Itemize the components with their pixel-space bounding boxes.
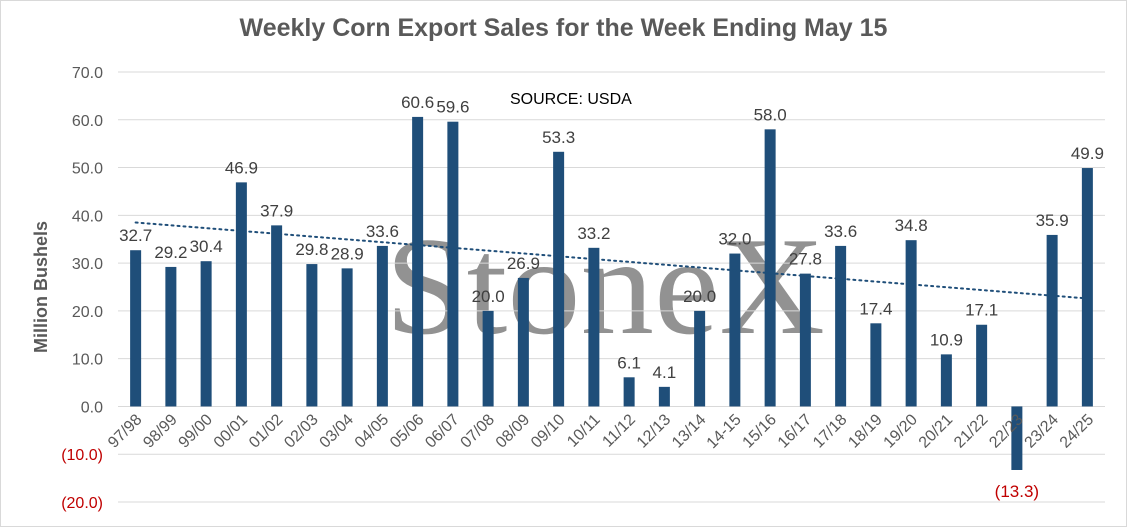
x-tick-label: 11/12 <box>599 411 639 451</box>
bar <box>517 277 529 407</box>
bar <box>200 261 212 407</box>
x-tick-label: 08/09 <box>493 411 533 451</box>
bar <box>1011 406 1023 470</box>
data-label: 29.2 <box>154 243 187 262</box>
y-tick-label: 40.0 <box>72 208 103 225</box>
x-tick-label: 06/07 <box>422 411 462 451</box>
x-tick-label: 99/00 <box>176 411 216 451</box>
bar <box>412 116 424 407</box>
data-label: 20.0 <box>472 287 505 306</box>
data-label: 33.6 <box>824 222 857 241</box>
data-label: 37.9 <box>260 201 293 220</box>
bar <box>940 354 952 407</box>
bar <box>447 121 459 407</box>
x-tick-label: 97/98 <box>105 411 145 451</box>
data-label: 29.8 <box>295 240 328 259</box>
data-label: 26.9 <box>507 254 540 273</box>
x-tick-label: 00/01 <box>211 411 251 451</box>
y-tick-label: 20.0 <box>72 304 103 321</box>
x-tick-label: 14-15 <box>704 411 745 452</box>
y-tick-label: 60.0 <box>72 113 103 130</box>
bar <box>623 377 635 407</box>
data-label: 58.0 <box>754 105 787 124</box>
bar <box>341 268 353 407</box>
x-tick-label: 12/13 <box>634 411 674 451</box>
bar <box>976 324 988 407</box>
data-label: 20.0 <box>683 287 716 306</box>
bar <box>553 151 565 407</box>
x-tick-label: 07/08 <box>458 411 498 451</box>
bar <box>1081 168 1093 407</box>
data-label: 4.1 <box>653 363 677 382</box>
chart-title: Weekly Corn Export Sales for the Week En… <box>239 14 888 42</box>
bar <box>376 245 388 407</box>
bar <box>870 323 882 407</box>
x-tick-label: 02/03 <box>281 411 321 451</box>
bar <box>658 386 670 407</box>
bar <box>694 310 706 407</box>
x-tick-label: 17/18 <box>810 411 850 451</box>
data-label: 35.9 <box>1036 211 1069 230</box>
data-label: 46.9 <box>225 158 258 177</box>
data-label: 49.9 <box>1071 144 1104 163</box>
data-label: 59.6 <box>436 98 469 117</box>
bar <box>165 266 177 407</box>
x-tick-label: 01/02 <box>246 411 286 451</box>
x-tick-label: 20/21 <box>916 411 956 451</box>
y-tick-label: 50.0 <box>72 161 103 178</box>
bar <box>130 250 142 407</box>
x-tick-label: 98/99 <box>140 411 180 451</box>
x-tick-label: 24/25 <box>1057 411 1097 451</box>
data-label: 30.4 <box>190 237 223 256</box>
data-label: 28.9 <box>331 244 364 263</box>
data-label: 60.6 <box>401 93 434 112</box>
x-tick-label: 10/11 <box>564 411 604 451</box>
y-tick-label: 10.0 <box>72 352 103 369</box>
x-tick-label: 04/05 <box>352 411 392 451</box>
data-label: 34.8 <box>895 216 928 235</box>
data-label: 33.2 <box>577 224 610 243</box>
data-label: 10.9 <box>930 330 963 349</box>
x-tick-label: 09/10 <box>528 411 568 451</box>
bar <box>835 245 847 407</box>
bar <box>729 253 741 407</box>
data-label: 17.1 <box>965 301 998 320</box>
x-tick-label: 16/17 <box>775 411 815 451</box>
bar <box>799 273 811 407</box>
x-tick-label: 19/20 <box>881 411 921 451</box>
bar <box>482 310 494 407</box>
y-tick-label: (10.0) <box>61 447 103 464</box>
y-tick-label: (20.0) <box>61 495 103 512</box>
data-label: 17.4 <box>859 299 892 318</box>
y-axis-title: Million Bushels <box>31 221 51 353</box>
bar <box>235 182 247 407</box>
bar <box>306 264 318 407</box>
bar <box>271 225 283 407</box>
x-tick-label: 21/22 <box>951 411 991 451</box>
data-label: 32.7 <box>119 226 152 245</box>
data-label: (13.3) <box>995 482 1039 501</box>
data-label: 27.8 <box>789 250 822 269</box>
bar <box>1046 234 1058 407</box>
x-tick-label: 05/06 <box>387 411 427 451</box>
bar <box>588 247 600 407</box>
y-tick-label: 0.0 <box>81 399 103 416</box>
x-tick-label: 15/16 <box>740 411 780 451</box>
source-annotation: SOURCE: USDA <box>510 91 632 108</box>
data-label: 53.3 <box>542 128 575 147</box>
data-label: 33.6 <box>366 222 399 241</box>
bar <box>905 240 917 407</box>
x-tick-label: 23/24 <box>1022 411 1062 451</box>
bar <box>764 129 776 407</box>
data-label: 6.1 <box>617 353 641 372</box>
x-tick-label: 13/14 <box>669 411 709 451</box>
data-label: 32.0 <box>718 230 751 249</box>
y-tick-label: 30.0 <box>72 256 103 273</box>
y-tick-label: 70.0 <box>72 65 103 82</box>
x-tick-label: 18/19 <box>845 411 885 451</box>
x-tick-label: 03/04 <box>317 411 357 451</box>
